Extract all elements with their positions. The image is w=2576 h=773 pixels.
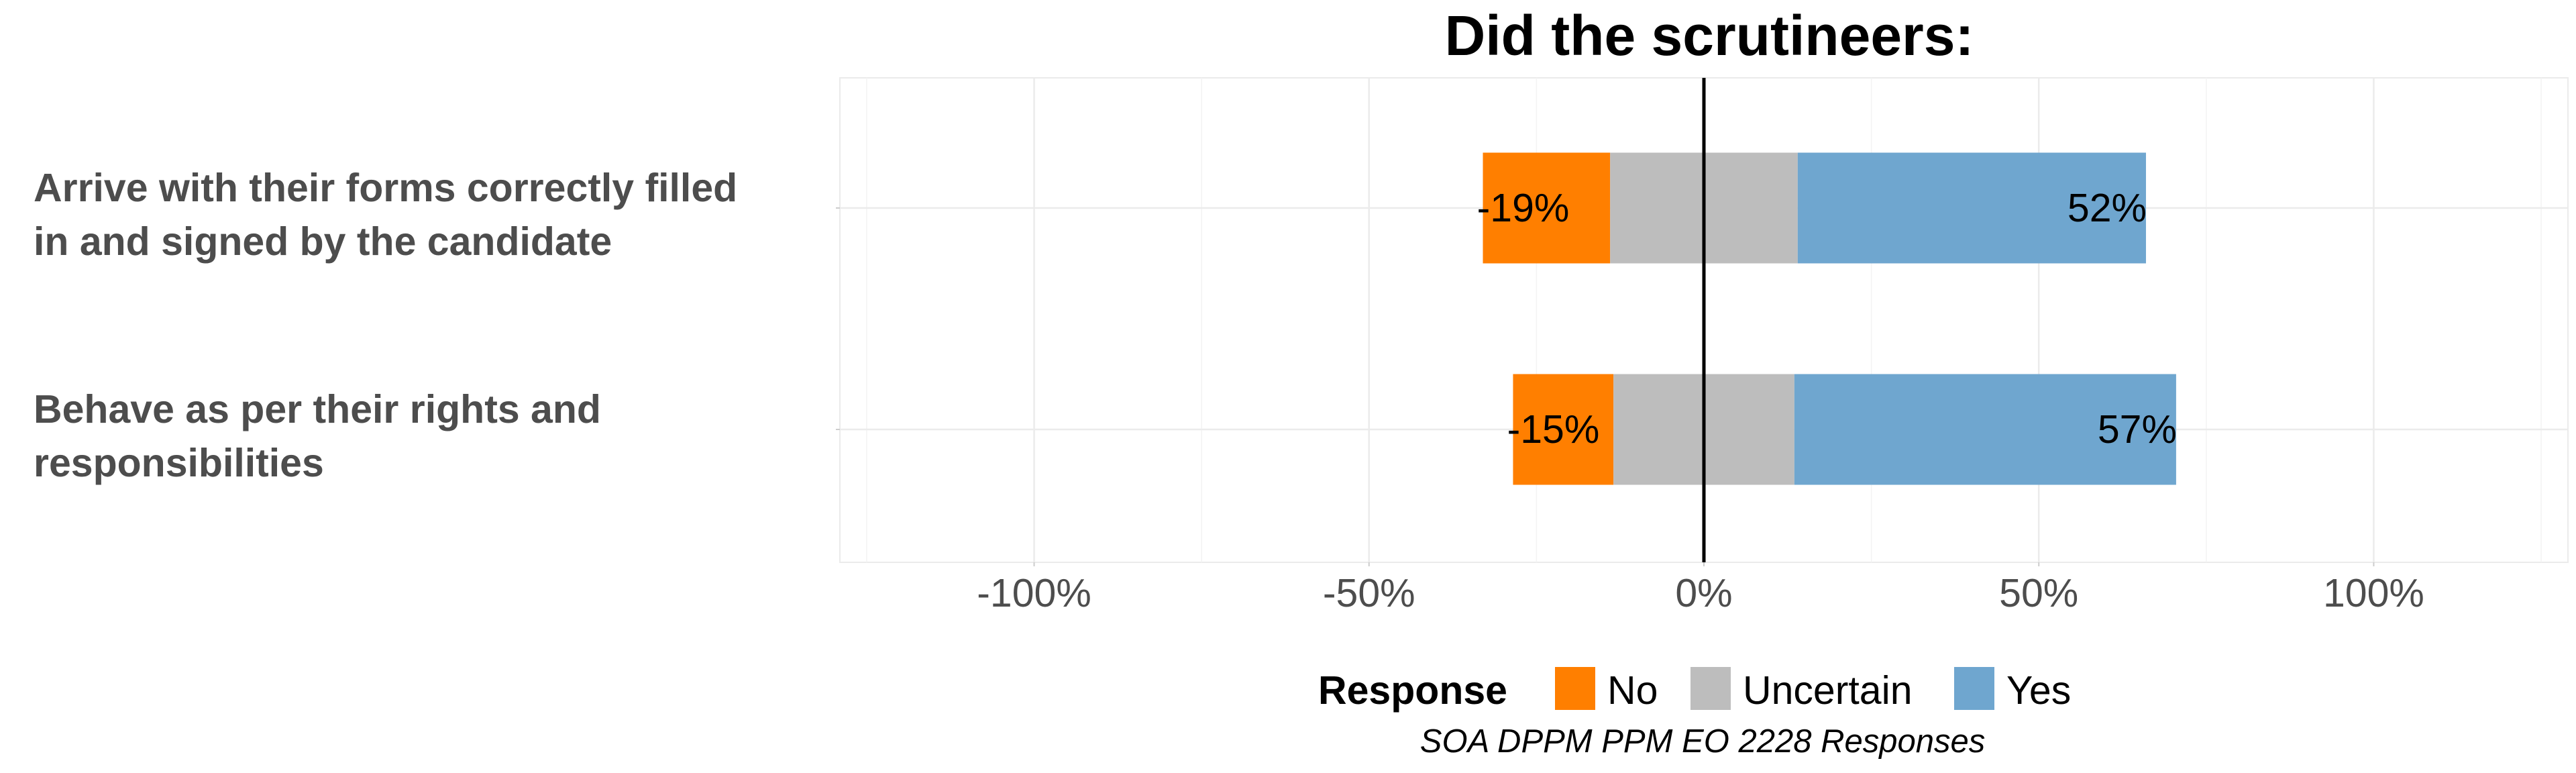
x-tick-label: 0% xyxy=(1675,571,1732,615)
bar-yes xyxy=(1794,374,2176,485)
legend-label: No xyxy=(1607,668,1658,713)
bar-yes xyxy=(1797,152,2146,264)
data-label: 52% xyxy=(2068,186,2147,230)
bar-no xyxy=(1513,374,1614,485)
legend-title: Response xyxy=(1318,668,1507,713)
legend-label: Yes xyxy=(2006,668,2071,713)
x-tick-label: -50% xyxy=(1323,571,1415,615)
legend-key-no xyxy=(1555,667,1595,710)
x-tick-label: -100% xyxy=(977,571,1091,615)
x-tick-label: 100% xyxy=(2323,571,2424,615)
legend: Response No Uncertain Yes xyxy=(1318,667,2071,713)
legend-key-uncertain xyxy=(1690,667,1731,710)
category-label: Arrive with their forms correctly filled… xyxy=(34,166,737,264)
data-label: -19% xyxy=(1477,186,1570,230)
x-tick-label: 50% xyxy=(1999,571,2078,615)
category-label: Behave as per their rights and responsibi… xyxy=(34,387,601,485)
data-label: -15% xyxy=(1507,407,1600,452)
category-labels: Arrive with their forms correctly filled… xyxy=(34,166,840,485)
data-labels: -19% 52% -15% 57% xyxy=(1477,186,2177,452)
plot-panel: -19% 52% -15% 57% xyxy=(839,77,2569,563)
chart-caption: SOA DPPM PPM EO 2228 Responses xyxy=(1420,723,1985,760)
bar-no xyxy=(1483,152,1611,264)
legend-key-yes xyxy=(1954,667,1994,710)
legend-label: Uncertain xyxy=(1743,668,1913,713)
x-axis: -100% -50% 0% 50% 100% xyxy=(977,562,2424,615)
data-label: 57% xyxy=(2098,407,2177,452)
chart-title: Did the scrutineers: xyxy=(1445,4,1974,67)
